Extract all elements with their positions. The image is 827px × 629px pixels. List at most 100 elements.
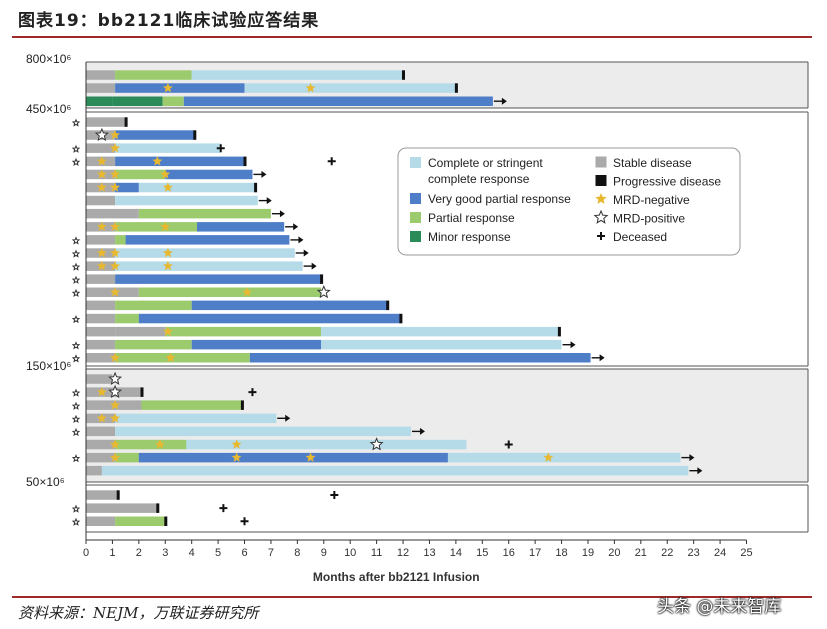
bar-segment-vgpr (115, 156, 245, 167)
x-tick-label: 2 (136, 547, 142, 559)
mrd-positive-star (108, 371, 123, 385)
bar-segment-cr (138, 182, 255, 193)
mrd-positive-star (71, 354, 81, 363)
mrd-negative-star (96, 260, 107, 271)
progressive-disease-mark (164, 516, 168, 526)
bar-segment-sd (86, 313, 116, 324)
bar-segment-sd (86, 503, 158, 513)
x-tick-label: 15 (476, 547, 488, 559)
bar-segment-pr (115, 222, 197, 232)
legend-label: Minor response (428, 230, 511, 244)
bar-segment-vgpr (165, 169, 253, 180)
mrd-negative-star (163, 326, 173, 336)
x-tick-label: 20 (608, 547, 620, 559)
dose-panels: 800×10⁶ 450×10⁶ 150×10⁶ 50×10⁶ (26, 52, 809, 533)
bar-segment-cr (115, 248, 295, 258)
progressive-disease-mark (454, 83, 458, 93)
mrd-positive-star (71, 454, 81, 463)
x-axis: 0 1 2 3 4 5 6 7 8 9 10 11 12 13 14 15 16 17 18 19 20 21 22 23 24… (83, 62, 753, 584)
x-tick-label: 3 (162, 547, 168, 559)
ongoing-arrowhead (419, 427, 425, 435)
mrd-negative-star (110, 129, 120, 140)
mrd-negative-star (110, 452, 120, 462)
mrd-positive-star (71, 504, 81, 513)
legend-swatch-cr (410, 157, 421, 168)
bar-segment-sd (86, 426, 116, 437)
bar-segment-pr (138, 208, 271, 219)
progressive-disease-mark (399, 313, 403, 324)
mrd-negative-star (110, 352, 120, 362)
bar-segment-sd (86, 117, 126, 127)
bar-segment-cr (115, 261, 303, 271)
bar-segment-pr (115, 452, 139, 463)
mrd-negative-star (305, 452, 316, 462)
watermark: 头条 @未来智库 (657, 597, 782, 617)
deceased-marker (327, 157, 336, 166)
progressive-disease-mark (240, 400, 244, 410)
ongoing-arrowhead (266, 197, 272, 205)
bar-segment-vgpr (183, 96, 493, 106)
bar-segment-cr (448, 452, 681, 463)
mrd-negative-star (595, 193, 607, 204)
dose-group-label: 150×10⁶ (26, 359, 71, 373)
bar-segment-pr (115, 235, 126, 245)
mrd-negative-star (155, 439, 165, 449)
bar-segment-vgpr (191, 339, 322, 350)
legend-label: Very good partial response (428, 192, 571, 206)
dose-group-label: 50×10⁶ (26, 475, 65, 489)
bar-segment-sd (86, 83, 116, 93)
bar-segment-sd (86, 452, 116, 463)
bar-segment-pr (115, 353, 250, 363)
bar-segment-vgpr (191, 300, 388, 311)
mrd-positive-star (94, 127, 109, 142)
mrd-negative-star (110, 221, 120, 231)
mrd-negative-star (160, 169, 171, 179)
x-tick-label: 22 (661, 547, 673, 559)
x-tick-label: 23 (688, 547, 700, 559)
legend-swatch-mr (410, 231, 421, 242)
x-tick-label: 16 (503, 547, 515, 559)
bar-segment-cr (186, 439, 467, 450)
bar-segment-vgpr (249, 353, 591, 363)
bar-segment-sd (86, 353, 116, 363)
footer-divider (12, 596, 812, 598)
bar-segment-vgpr (115, 274, 322, 284)
mrd-positive-star (71, 249, 81, 258)
legend-box (397, 147, 741, 256)
dose-panel-bg (86, 369, 808, 482)
dose-group-label: 450×10⁶ (26, 102, 71, 116)
deceased-marker (216, 144, 225, 153)
bar-segment-pr (115, 516, 166, 526)
bar-segment-sd (86, 465, 102, 476)
mrd-negative-star (110, 413, 120, 423)
legend-label: Progressive disease (613, 175, 721, 189)
mrd-negative-star (96, 221, 107, 231)
ongoing-arrowhead (303, 249, 309, 257)
x-tick-label: 4 (189, 547, 195, 559)
bar-segment-vgpr (115, 83, 245, 93)
bar-segment-pr (115, 300, 192, 311)
bar-segment-sd (86, 208, 139, 219)
mrd-negative-star (163, 182, 173, 192)
ongoing-arrowhead (298, 236, 304, 244)
bar-segment-pr (115, 70, 192, 80)
bar-segment-pr (115, 313, 139, 324)
mrd-negative-star (152, 156, 163, 166)
bar-segment-cr (115, 195, 258, 206)
ongoing-arrowhead (599, 354, 605, 362)
x-tick-label: 25 (740, 547, 752, 559)
mrd-negative-star (231, 452, 242, 462)
mrd-negative-star (96, 386, 107, 397)
mrd-positive-star (71, 118, 81, 127)
progressive-disease-mark (557, 326, 561, 337)
legend-swatch-pr (410, 212, 421, 223)
bar-segment-pr (162, 96, 184, 106)
mrd-negative-star (110, 400, 120, 410)
legend-swatch-sd (595, 156, 607, 168)
mrd-positive-star (71, 401, 81, 410)
bar-segment-sd (86, 339, 116, 350)
x-axis-title: Months after bb2121 Infusion (313, 570, 480, 584)
bar-segment-sd (86, 516, 116, 526)
progressive-disease-mark (156, 503, 160, 513)
